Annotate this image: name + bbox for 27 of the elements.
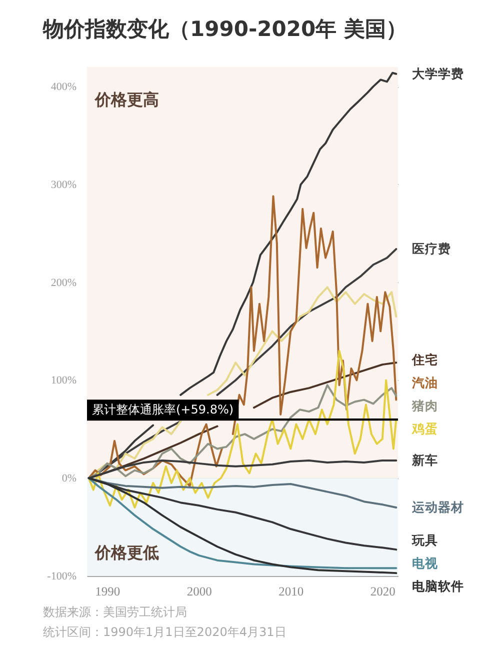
series-label: 医疗费 — [412, 241, 451, 256]
x-tick-label: 2010 — [278, 584, 304, 598]
y-tick-label: 200% — [50, 276, 76, 289]
series-label: 鸡蛋 — [411, 420, 438, 436]
y-tick-label: 100% — [50, 374, 76, 387]
series-label: 电视 — [412, 556, 438, 571]
series-label: 大学学费 — [412, 66, 464, 81]
ref-line-label: 累计整体通胀率(+59.8%) — [92, 402, 234, 417]
x-tick-label: 1990 — [95, 584, 120, 598]
chart-title: 物价指数变化（1990-2020年 美国） — [42, 17, 407, 41]
x-tick-label: 2020 — [370, 584, 396, 598]
y-tick-label: 0% — [62, 472, 76, 485]
band-label: 价格更高 — [94, 90, 159, 109]
text: 统计区间：1990年1月1日至2020年4月31日 — [43, 625, 286, 639]
y-tick-label: -100% — [47, 570, 76, 582]
series-label: 电脑软件 — [412, 578, 464, 594]
y-tick-label: 400% — [50, 81, 76, 94]
band-label: 价格更低 — [94, 543, 159, 562]
series-label: 玩具 — [411, 532, 438, 548]
source-note: 数据来源：美国劳工统计局 — [43, 605, 187, 619]
series-label: 住宅 — [411, 352, 438, 367]
y-tick-label: 300% — [50, 178, 76, 191]
series-label: 运动器材 — [411, 499, 464, 514]
x-tick-label: 2000 — [186, 584, 212, 598]
series-label: 汽油 — [411, 374, 438, 390]
series-label: 猪肉 — [411, 398, 438, 413]
series-label: 新车 — [411, 452, 438, 468]
